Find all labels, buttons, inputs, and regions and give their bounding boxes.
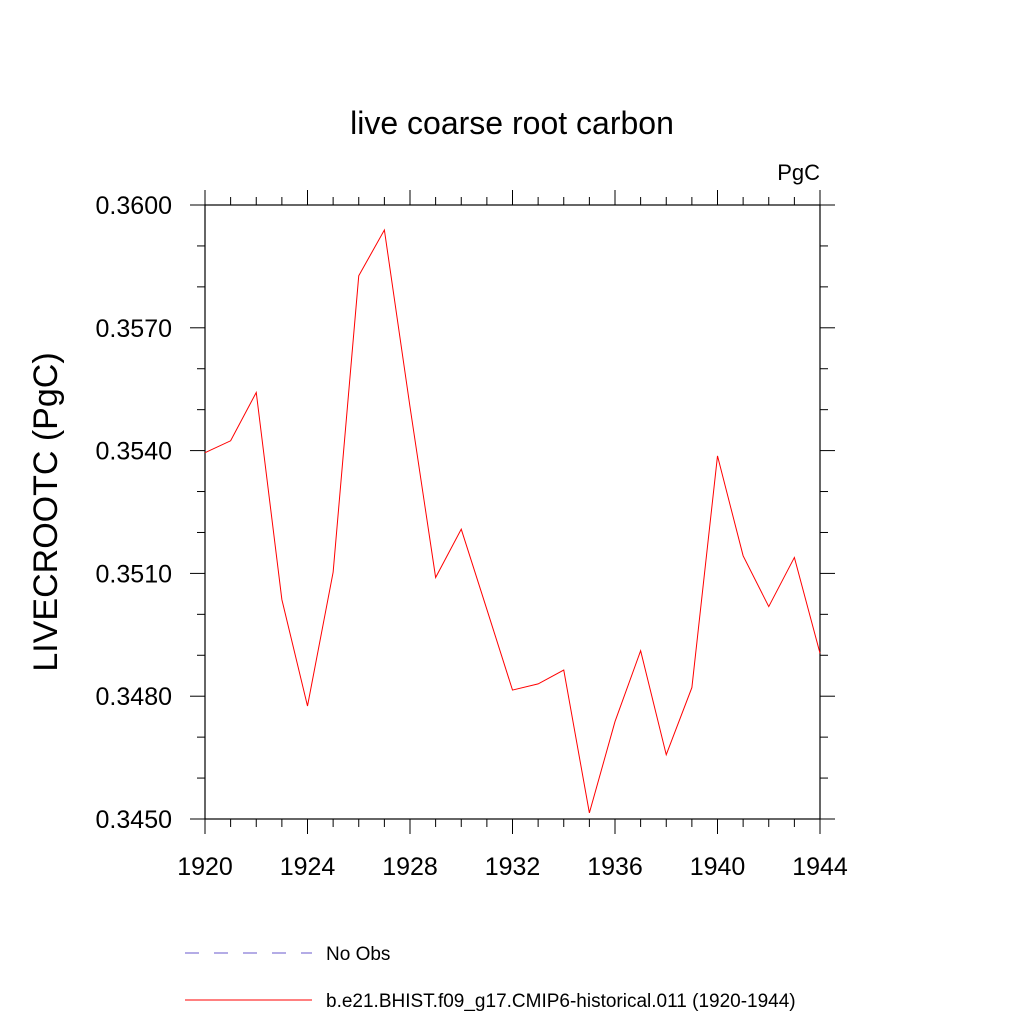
x-axis-ticks: 1920 1924 1928 1932 1936 1940 1944 [177, 190, 848, 881]
x-tick-label: 1944 [792, 853, 848, 881]
y-tick-label: 0.3600 [96, 192, 172, 220]
plot-frame [204, 204, 821, 820]
units-label: PgC [777, 160, 820, 185]
y-axis-label: LIVECROOTC (PgC) [27, 352, 65, 671]
y-tick-label: 0.3480 [96, 683, 172, 711]
y-tick-label: 0.3540 [96, 438, 172, 466]
series-line [204, 228, 821, 813]
legend: No Obs b.e21.BHIST.f09_g17.CMIP6-histori… [185, 944, 796, 1012]
x-tick-label: 1924 [280, 853, 336, 881]
legend-label-no-obs: No Obs [326, 944, 390, 965]
x-tick-label: 1928 [382, 853, 438, 881]
y-axis-ticks: 0.3450 0.3480 0.3510 0.3540 0.3570 0.3600 [96, 192, 835, 834]
x-tick-label: 1932 [485, 853, 541, 881]
x-tick-label: 1936 [587, 853, 643, 881]
x-tick-label: 1920 [177, 853, 233, 881]
chart-title: live coarse root carbon [350, 105, 674, 141]
x-tick-label: 1940 [690, 853, 746, 881]
series-layer [204, 228, 821, 813]
y-tick-label: 0.3450 [96, 806, 172, 834]
legend-label-historical: b.e21.BHIST.f09_g17.CMIP6-historical.011… [326, 991, 796, 1012]
y-tick-label: 0.3510 [96, 560, 172, 588]
y-tick-label: 0.3570 [96, 315, 172, 343]
